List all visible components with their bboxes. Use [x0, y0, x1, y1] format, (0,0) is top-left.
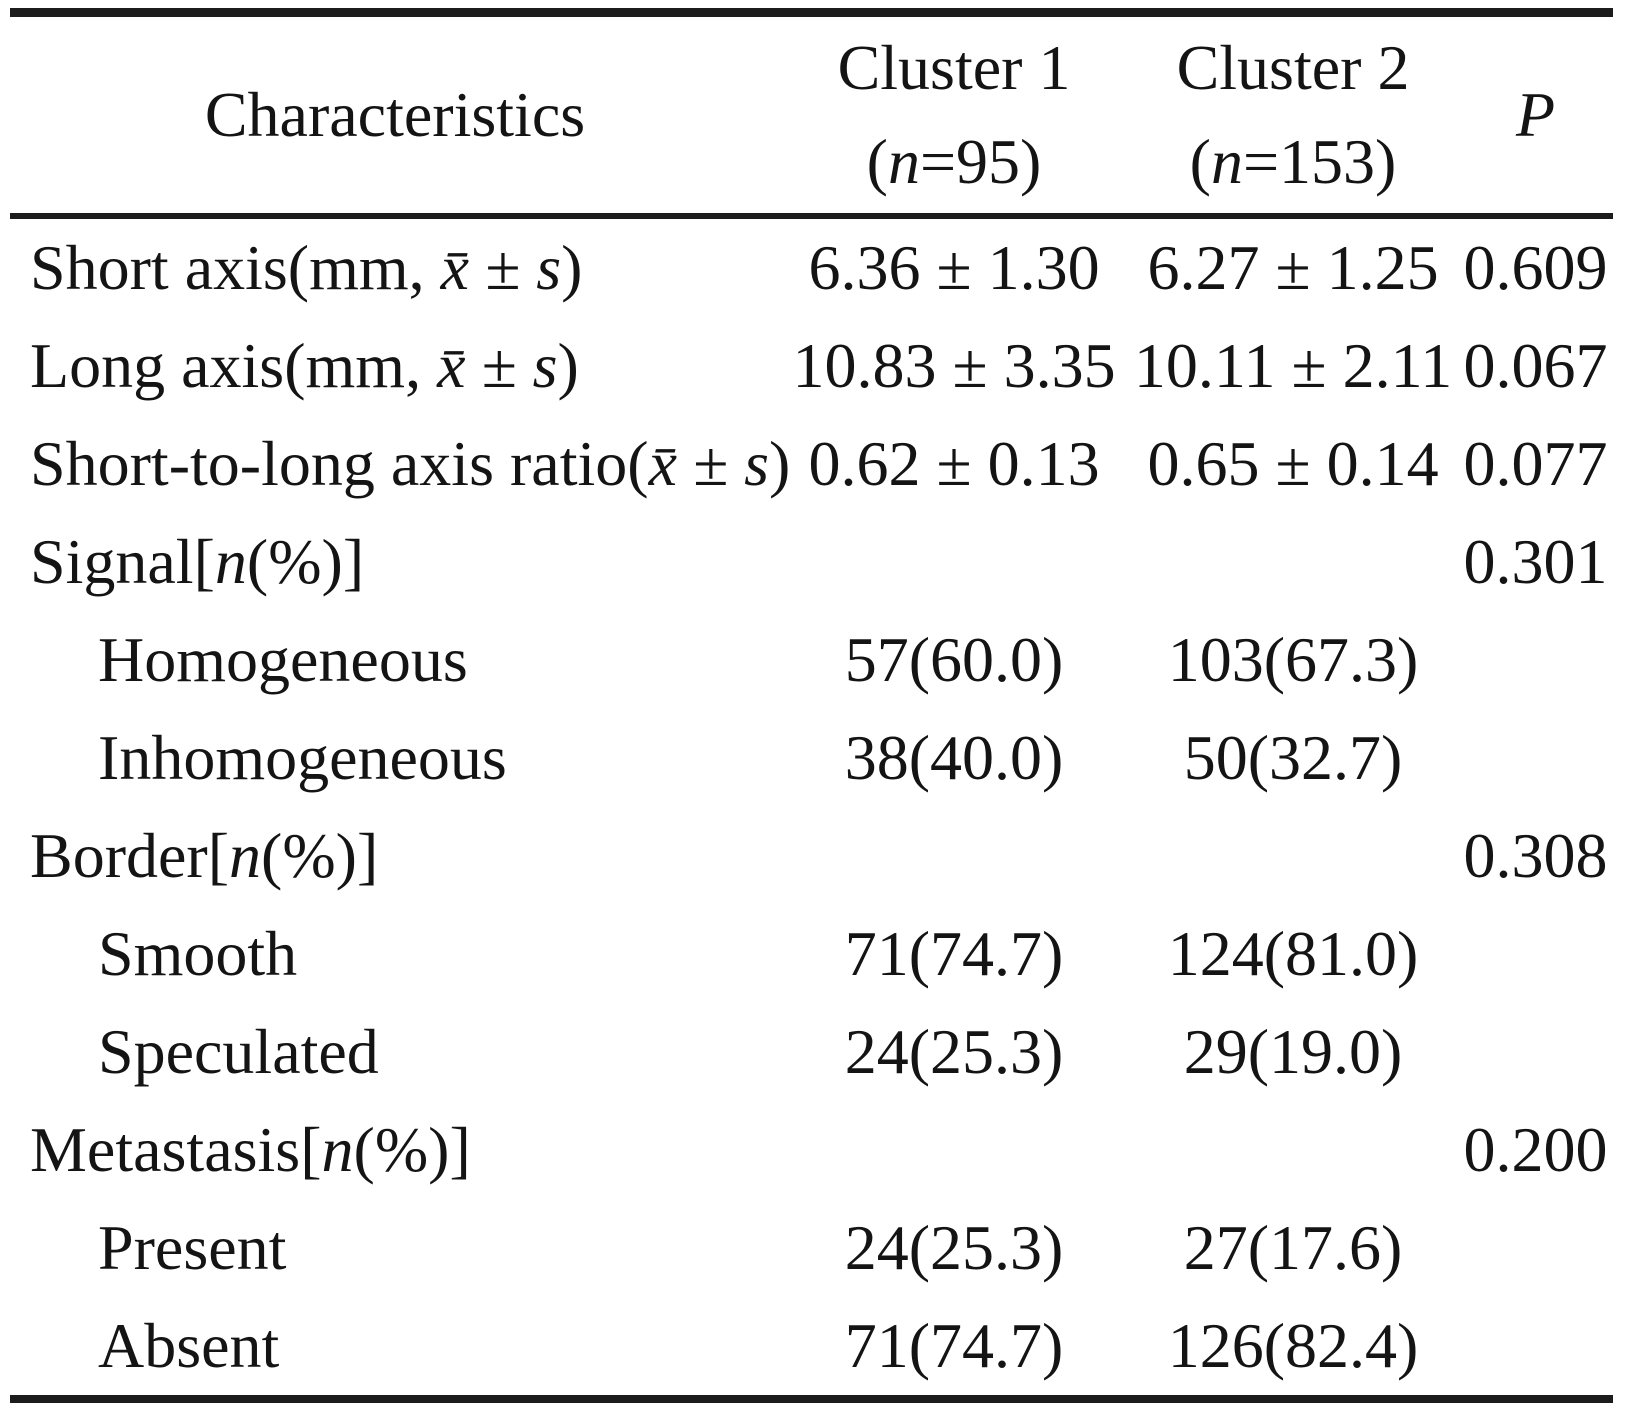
p-value: 0.308 [1463, 820, 1608, 891]
cluster1-value: 24(25.3) [844, 1016, 1064, 1087]
table-row-smooth: Smooth 71(74.7) 124(81.0) [10, 905, 1613, 1003]
table-row-short-to-long-ratio: Short-to-long axis ratio(x̄ ± s) 0.62 ± … [10, 415, 1613, 513]
row-label: Short axis(mm, x̄ ± s) [30, 232, 583, 303]
p-value: 0.301 [1463, 526, 1608, 597]
table-row-border: Border[n(%)] 0.308 [10, 807, 1613, 905]
table-row-speculated: Speculated 24(25.3) 29(19.0) [10, 1003, 1613, 1101]
cluster2-value: 0.65 ± 0.14 [1147, 428, 1439, 499]
cluster1-value: 57(60.0) [844, 624, 1064, 695]
cluster2-sample-size: (n=153) [1189, 126, 1397, 197]
cluster2-value [1128, 513, 1458, 611]
cluster2-value: 27(17.6) [1183, 1212, 1403, 1283]
table-row-metastasis: Metastasis[n(%)] 0.200 [10, 1101, 1613, 1199]
row-label: Inhomogeneous [98, 722, 507, 793]
cluster1-value: 71(74.7) [844, 918, 1064, 989]
cluster1-value: 71(74.7) [844, 1310, 1064, 1381]
p-value: 0.200 [1463, 1114, 1608, 1185]
p-value: 0.077 [1463, 428, 1608, 499]
table-row-signal: Signal[n(%)] 0.301 [10, 513, 1613, 611]
cluster1-value [780, 513, 1128, 611]
cluster2-value [1128, 1101, 1458, 1199]
cluster1-value: 38(40.0) [844, 722, 1064, 793]
row-label: Metastasis[n(%)] [30, 1114, 471, 1185]
col-header-p-value: P [1458, 12, 1613, 219]
cluster1-value: 10.83 ± 3.35 [792, 330, 1116, 401]
cluster2-value: 10.11 ± 2.11 [1133, 330, 1453, 401]
col-header-cluster2: Cluster 2 (n=153) [1128, 12, 1458, 219]
cluster1-sample-size: (n=95) [866, 126, 1042, 197]
row-label: Present [98, 1212, 287, 1283]
cluster2-value: 29(19.0) [1183, 1016, 1403, 1087]
cluster1-value [780, 807, 1128, 905]
cluster1-title: Cluster 1 [837, 32, 1071, 103]
table-row-short-axis: Short axis(mm, x̄ ± s) 6.36 ± 1.30 6.27 … [10, 216, 1613, 317]
cluster1-value: 24(25.3) [844, 1212, 1064, 1283]
row-label: Long axis(mm, x̄ ± s) [30, 330, 579, 401]
row-label: Smooth [98, 918, 298, 989]
p-value [1458, 1199, 1613, 1297]
cluster2-title: Cluster 2 [1176, 32, 1410, 103]
cluster1-value [780, 1101, 1128, 1199]
row-label: Absent [98, 1310, 280, 1381]
cluster2-value [1128, 807, 1458, 905]
table-row-long-axis: Long axis(mm, x̄ ± s) 10.83 ± 3.35 10.11… [10, 317, 1613, 415]
cluster2-value: 50(32.7) [1183, 722, 1403, 793]
p-value [1458, 905, 1613, 1003]
col-header-characteristics: Characteristics [10, 12, 780, 219]
row-label: Border[n(%)] [30, 820, 379, 891]
header-row: Characteristics Cluster 1 (n=95) Cluster… [10, 12, 1613, 219]
p-value: 0.067 [1463, 330, 1608, 401]
p-value [1458, 1297, 1613, 1399]
col-header-cluster1: Cluster 1 (n=95) [780, 12, 1128, 219]
table-row-inhomogeneous: Inhomogeneous 38(40.0) 50(32.7) [10, 709, 1613, 807]
p-value [1458, 1003, 1613, 1101]
table-row-absent: Absent 71(74.7) 126(82.4) [10, 1297, 1613, 1399]
p-value: 0.609 [1463, 232, 1608, 303]
row-label: Homogeneous [98, 624, 468, 695]
row-label: Signal[n(%)] [30, 526, 365, 597]
table-row-homogeneous: Homogeneous 57(60.0) 103(67.3) [10, 611, 1613, 709]
characteristics-comparison-table: Characteristics Cluster 1 (n=95) Cluster… [10, 8, 1613, 1403]
cluster2-value: 126(82.4) [1167, 1310, 1419, 1381]
row-label: Speculated [98, 1016, 379, 1087]
cluster1-value: 6.36 ± 1.30 [808, 232, 1100, 303]
cluster1-value: 0.62 ± 0.13 [808, 428, 1100, 499]
row-label: Short-to-long axis ratio(x̄ ± s) [30, 428, 791, 499]
table-row-present: Present 24(25.3) 27(17.6) [10, 1199, 1613, 1297]
p-value [1458, 611, 1613, 709]
p-value [1458, 709, 1613, 807]
cluster2-value: 124(81.0) [1167, 918, 1419, 989]
cluster2-value: 103(67.3) [1167, 624, 1419, 695]
cluster2-value: 6.27 ± 1.25 [1147, 232, 1439, 303]
